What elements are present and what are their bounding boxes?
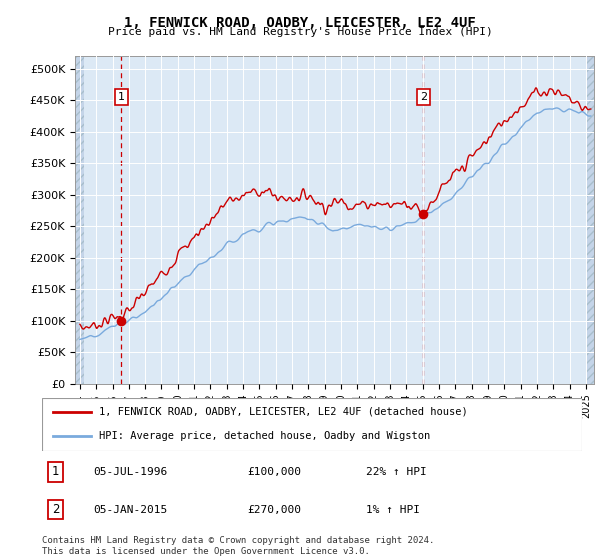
Text: £270,000: £270,000: [247, 505, 301, 515]
Text: 05-JUL-1996: 05-JUL-1996: [94, 466, 167, 477]
Text: HPI: Average price, detached house, Oadby and Wigston: HPI: Average price, detached house, Oadb…: [98, 431, 430, 441]
Text: 22% ↑ HPI: 22% ↑ HPI: [366, 466, 427, 477]
Text: 1, FENWICK ROAD, OADBY, LEICESTER, LE2 4UF: 1, FENWICK ROAD, OADBY, LEICESTER, LE2 4…: [124, 16, 476, 30]
Text: 05-JAN-2015: 05-JAN-2015: [94, 505, 167, 515]
Text: £100,000: £100,000: [247, 466, 301, 477]
Text: 1: 1: [52, 465, 59, 478]
Text: 1, FENWICK ROAD, OADBY, LEICESTER, LE2 4UF (detached house): 1, FENWICK ROAD, OADBY, LEICESTER, LE2 4…: [98, 407, 467, 417]
Text: Price paid vs. HM Land Registry's House Price Index (HPI): Price paid vs. HM Land Registry's House …: [107, 27, 493, 37]
Text: Contains HM Land Registry data © Crown copyright and database right 2024.
This d: Contains HM Land Registry data © Crown c…: [42, 536, 434, 556]
Text: 1% ↑ HPI: 1% ↑ HPI: [366, 505, 420, 515]
Text: 2: 2: [52, 503, 59, 516]
FancyBboxPatch shape: [42, 398, 582, 451]
Text: 2: 2: [420, 92, 427, 102]
Bar: [586, 56, 594, 384]
Text: 1: 1: [118, 92, 125, 102]
Bar: [75, 56, 84, 384]
